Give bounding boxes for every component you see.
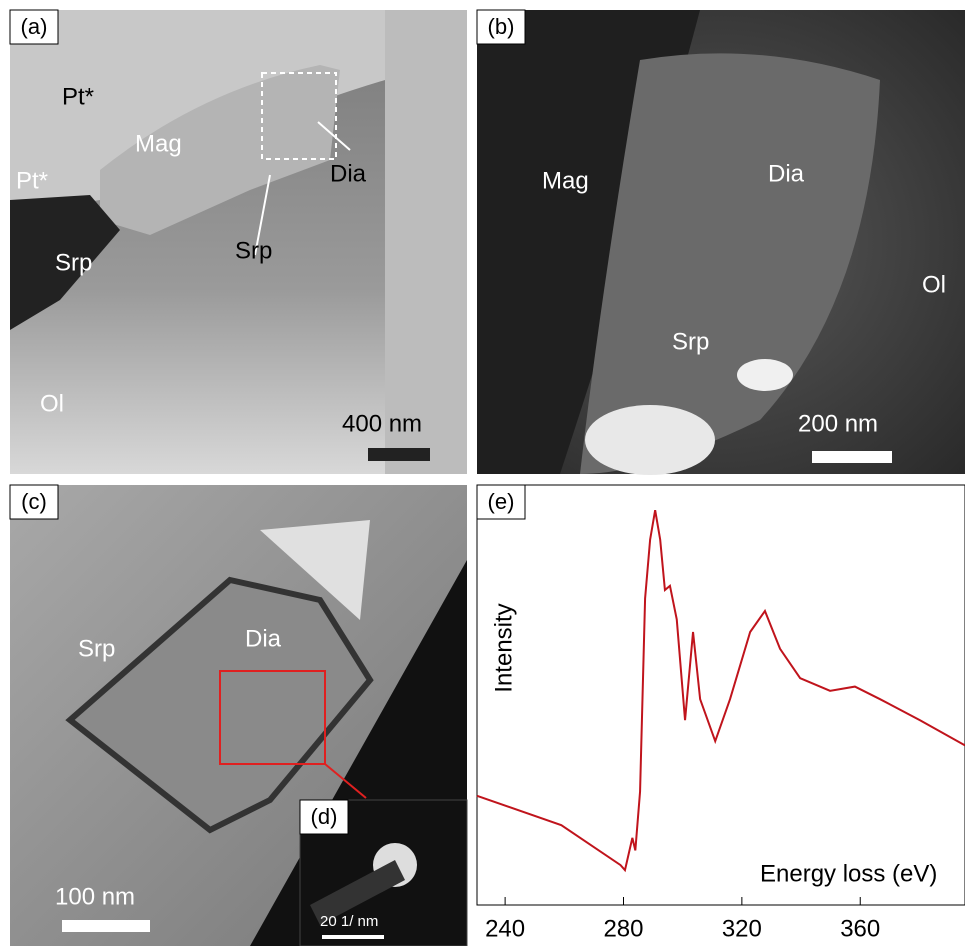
y-axis-label: Intensity [490,603,517,692]
panel-tag: (c) [21,489,47,514]
x-tick-label: 280 [603,915,643,942]
panel-tag: (a) [21,14,48,39]
panel-tag: (b) [488,14,515,39]
x-tick-label: 360 [840,915,880,942]
scale-label: 400 nm [342,410,422,437]
figure: (a) Pt* Mag Pt* Dia Srp Srp Ol 400 nm (b… [0,0,965,946]
x-tick-label: 320 [722,915,762,942]
label: Ol [40,390,64,417]
label: Dia [330,160,367,187]
label: Srp [672,328,709,355]
x-tick-label: 240 [485,915,525,942]
label: Pt* [16,167,48,194]
label: Srp [78,635,115,662]
label: Pt* [62,83,94,110]
scale-label: 100 nm [55,883,135,910]
label: Ol [922,271,946,298]
label: Dia [768,160,805,187]
label: Dia [245,625,282,652]
panel-tag: (e) [488,489,515,514]
scale-label: 20 1/ nm [320,913,378,930]
label: Srp [235,237,272,264]
label: Srp [55,249,92,276]
x-axis-label: Energy loss (eV) [760,860,937,887]
panel-d: (d) 20 1/ nm [300,800,467,946]
label: Mag [135,130,182,157]
panel-e: (e) Intensity Energy loss (eV) [477,485,965,905]
panel-tag: (d) [311,804,338,829]
panel-b: (b) Mag Dia Ol Srp 200 nm [477,10,965,475]
panel-a: (a) Pt* Mag Pt* Dia Srp Srp Ol 400 nm [10,10,467,474]
label: Mag [542,167,589,194]
scale-label: 200 nm [798,410,878,437]
